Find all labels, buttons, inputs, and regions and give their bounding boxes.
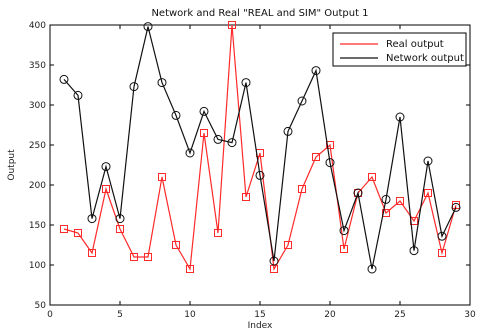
data-point xyxy=(214,229,222,237)
data-point xyxy=(227,138,237,148)
data-point xyxy=(185,148,195,158)
data-point xyxy=(241,78,251,88)
x-tick-label: 0 xyxy=(47,310,53,320)
y-tick-label: 150 xyxy=(29,221,46,231)
axis-ticks: 0 5 10 15 20 25 30 50 100 150 200 250 300 350 400 xyxy=(29,21,476,320)
legend-box xyxy=(332,32,467,67)
data-point xyxy=(158,173,166,181)
series-layer xyxy=(59,21,461,274)
y-tick-label: 400 xyxy=(29,21,46,31)
data-point xyxy=(424,189,432,197)
x-tick-label: 5 xyxy=(117,310,123,320)
chart-title: Network and Real "REAL and SIM" Output 1 xyxy=(151,8,368,19)
data-point xyxy=(382,209,390,217)
data-point xyxy=(312,153,320,161)
data-point xyxy=(283,126,293,136)
data-point xyxy=(255,170,265,180)
data-point xyxy=(437,231,447,241)
data-point xyxy=(396,197,404,205)
data-point xyxy=(74,229,82,237)
data-point xyxy=(101,162,111,172)
data-point xyxy=(130,253,138,261)
data-point xyxy=(88,249,96,257)
data-point xyxy=(115,214,125,224)
x-tick-label: 15 xyxy=(254,310,265,320)
data-point xyxy=(326,141,334,149)
x-tick-label: 30 xyxy=(464,310,476,320)
series-line xyxy=(63,26,457,270)
x-axis-label: Index xyxy=(248,321,273,330)
y-tick-label: 350 xyxy=(29,61,46,71)
data-point xyxy=(172,241,180,249)
x-tick-label: 25 xyxy=(394,310,405,320)
data-point xyxy=(297,96,307,106)
y-tick-label: 50 xyxy=(35,301,47,311)
legend: Real output Network output xyxy=(332,32,467,67)
data-point xyxy=(339,226,349,236)
data-point xyxy=(381,194,391,204)
data-point xyxy=(199,106,209,116)
data-point xyxy=(325,158,335,168)
data-point xyxy=(129,82,139,92)
y-tick-label: 200 xyxy=(29,181,46,191)
plot-area xyxy=(49,24,471,306)
data-point xyxy=(60,225,68,233)
legend-label-real: Real output xyxy=(386,39,444,50)
data-point xyxy=(143,22,153,32)
series-1 xyxy=(59,22,461,274)
x-tick-label: 20 xyxy=(324,310,336,320)
data-point xyxy=(451,202,461,212)
data-point xyxy=(59,74,69,84)
data-point xyxy=(157,78,167,88)
data-point xyxy=(102,185,110,193)
data-point xyxy=(395,112,405,122)
data-point xyxy=(186,265,194,273)
data-point xyxy=(171,110,181,120)
data-point xyxy=(213,134,223,144)
data-point xyxy=(409,246,419,256)
data-point xyxy=(311,66,321,76)
y-tick-label: 300 xyxy=(29,101,46,111)
y-tick-label: 250 xyxy=(29,141,46,151)
data-point xyxy=(144,253,152,261)
y-axis-label: Output xyxy=(7,149,17,181)
series-line xyxy=(63,24,457,271)
data-point xyxy=(242,193,250,201)
data-point xyxy=(73,90,83,100)
data-point xyxy=(87,214,97,224)
x-tick-label: 10 xyxy=(184,310,196,320)
data-point xyxy=(353,188,363,198)
data-point xyxy=(200,129,208,137)
data-point xyxy=(269,256,279,266)
data-point xyxy=(228,21,236,29)
data-point xyxy=(284,241,292,249)
y-tick-label: 100 xyxy=(29,261,46,271)
data-point xyxy=(340,245,348,253)
data-point xyxy=(298,185,306,193)
data-point xyxy=(367,264,377,274)
data-point xyxy=(438,249,446,257)
data-point xyxy=(368,173,376,181)
legend-label-network: Network output xyxy=(386,53,464,64)
data-point xyxy=(423,156,433,166)
data-point xyxy=(116,225,124,233)
